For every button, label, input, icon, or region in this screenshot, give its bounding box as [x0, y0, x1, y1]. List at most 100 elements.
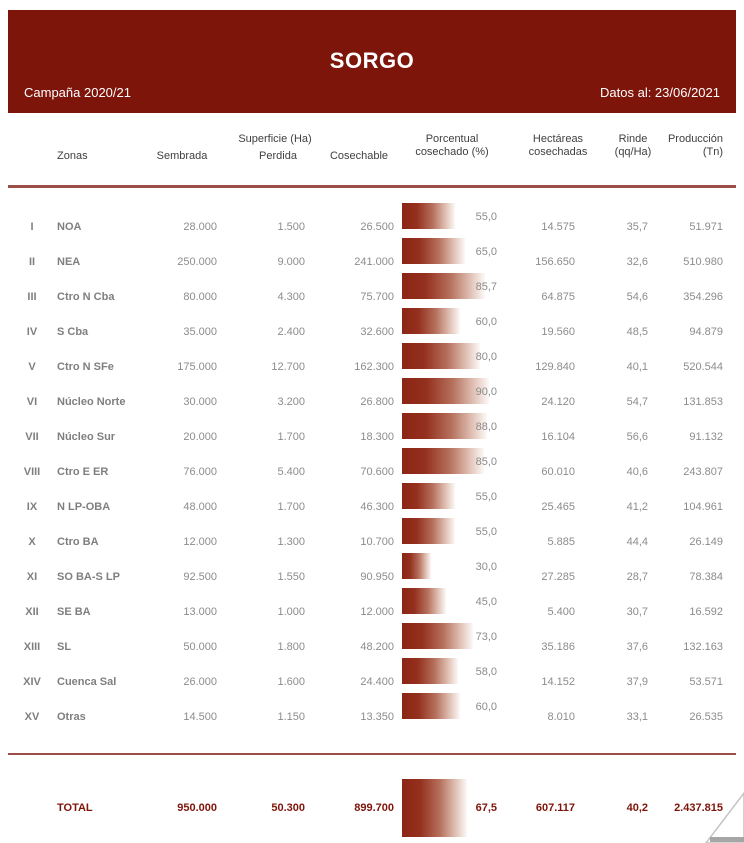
zone-numeral: VI — [26, 396, 38, 408]
hectareas-value: 19.560 — [541, 326, 575, 338]
cosechable-value: 75.700 — [360, 291, 394, 303]
perdida-value: 1.800 — [277, 641, 305, 653]
rinde-value: 48,5 — [626, 326, 648, 338]
produccion-value: 94.879 — [689, 326, 723, 338]
data-date-label: Datos al: 23/06/2021 — [600, 85, 720, 100]
cosechable-value: 24.400 — [360, 676, 394, 688]
pct-harvested-value: 65,0 — [475, 246, 497, 258]
zone-row: XI SO BA-S LP 92.500 1.550 90.950 30,0 2… — [0, 550, 744, 585]
perdida-value: 1.150 — [277, 711, 305, 723]
total-hectareas-value: 607.117 — [535, 802, 575, 814]
rinde-value: 40,6 — [626, 466, 648, 478]
pct-harvested-value: 55,0 — [475, 526, 497, 538]
zone-row: XII SE BA 13.000 1.000 12.000 45,0 5.400… — [0, 585, 744, 620]
rinde-value: 37,6 — [626, 641, 648, 653]
sembrada-value: 50.000 — [183, 641, 217, 653]
perdida-value: 5.400 — [277, 466, 305, 478]
zone-name: Ctro E ER — [57, 466, 109, 478]
total-pct-value: 67,5 — [475, 802, 497, 814]
zone-numeral: IV — [26, 326, 38, 338]
sembrada-value: 20.000 — [183, 431, 217, 443]
zone-numeral: V — [28, 361, 36, 373]
rinde-value: 30,7 — [626, 606, 648, 618]
col-header-zonas: Zonas — [57, 150, 88, 162]
cosechable-value: 10.700 — [360, 536, 394, 548]
zone-name: SE BA — [57, 606, 91, 618]
hectareas-value: 14.152 — [541, 676, 575, 688]
hectareas-value: 16.104 — [541, 431, 575, 443]
zone-name: Ctro BA — [57, 536, 99, 548]
total-sembrada-value: 950.000 — [177, 802, 217, 814]
rinde-value: 32,6 — [626, 256, 648, 268]
harvest-progress-bar — [402, 553, 432, 579]
page-corner-decoration — [705, 791, 744, 843]
hectareas-value: 27.285 — [541, 571, 575, 583]
harvest-progress-bar — [402, 623, 473, 649]
col-header-cosechable: Cosechable — [329, 150, 389, 162]
hectareas-value: 35.186 — [541, 641, 575, 653]
zone-name: Núcleo Sur — [57, 431, 116, 443]
produccion-value: 53.571 — [689, 676, 723, 688]
total-row: TOTAL 950.000 50.300 899.700 67,5 607.11… — [0, 779, 744, 839]
cosechable-value: 90.950 — [360, 571, 394, 583]
rinde-value: 35,7 — [626, 221, 648, 233]
pct-harvested-value: 85,0 — [475, 456, 497, 468]
cosechable-value: 18.300 — [360, 431, 394, 443]
harvest-progress-bar — [402, 693, 461, 719]
rinde-value: 28,7 — [626, 571, 648, 583]
sembrada-value: 26.000 — [183, 676, 217, 688]
zone-numeral: VII — [25, 431, 39, 443]
zone-row: II NEA 250.000 9.000 241.000 65,0 156.65… — [0, 235, 744, 270]
perdida-value: 9.000 — [277, 256, 305, 268]
perdida-value: 1.700 — [277, 431, 305, 443]
pct-harvested-value: 60,0 — [475, 316, 497, 328]
produccion-value: 16.592 — [689, 606, 723, 618]
sembrada-value: 175.000 — [177, 361, 217, 373]
produccion-value: 520.544 — [683, 361, 723, 373]
zone-name: Ctro N Cba — [57, 291, 115, 303]
cosechable-value: 70.600 — [360, 466, 394, 478]
perdida-value: 1.500 — [277, 221, 305, 233]
zone-name: S Cba — [57, 326, 89, 338]
sembrada-value: 12.000 — [183, 536, 217, 548]
total-cosechable-value: 899.700 — [354, 802, 394, 814]
rinde-value: 40,1 — [626, 361, 648, 373]
harvest-progress-bar — [402, 518, 456, 544]
rinde-value: 54,7 — [626, 396, 648, 408]
zone-name: SL — [57, 641, 72, 653]
produccion-value: 131.853 — [683, 396, 723, 408]
total-perdida-value: 50.300 — [271, 802, 305, 814]
hectareas-value: 64.875 — [541, 291, 575, 303]
zone-numeral: XIV — [23, 676, 41, 688]
cosechable-value: 162.300 — [354, 361, 394, 373]
zone-row: V Ctro N SFe 175.000 12.700 162.300 80,0… — [0, 340, 744, 375]
pct-harvested-value: 73,0 — [475, 631, 497, 643]
zone-row: XV Otras 14.500 1.150 13.350 60,0 8.010 … — [0, 690, 744, 725]
perdida-value: 2.400 — [277, 326, 305, 338]
pct-harvested-value: 58,0 — [475, 666, 497, 678]
sembrada-value: 76.000 — [183, 466, 217, 478]
zone-row: IX N LP-OBA 48.000 1.700 46.300 55,0 25.… — [0, 480, 744, 515]
campaign-label: Campaña 2020/21 — [24, 85, 131, 100]
total-harvest-bar — [402, 779, 468, 837]
zone-row: I NOA 28.000 1.500 26.500 55,0 14.575 35… — [0, 200, 744, 235]
zone-row: VII Núcleo Sur 20.000 1.700 18.300 88,0 … — [0, 410, 744, 445]
zone-row: VIII Ctro E ER 76.000 5.400 70.600 85,0 … — [0, 445, 744, 480]
pct-harvested-value: 45,0 — [475, 596, 497, 608]
hectareas-value: 14.575 — [541, 221, 575, 233]
zone-row: IV S Cba 35.000 2.400 32.600 60,0 19.560… — [0, 305, 744, 340]
col-header-porcentual: Porcentual cosechado (%) — [415, 133, 489, 158]
col-header-produccion: Producción (Tn) — [667, 133, 723, 158]
zone-row: VI Núcleo Norte 30.000 3.200 26.800 90,0… — [0, 375, 744, 410]
zone-numeral: X — [28, 536, 36, 548]
produccion-value: 104.961 — [683, 501, 723, 513]
harvest-progress-bar — [402, 273, 486, 299]
cosechable-value: 46.300 — [360, 501, 394, 513]
zone-name: Ctro N SFe — [57, 361, 114, 373]
zone-row: III Ctro N Cba 80.000 4.300 75.700 85,7 … — [0, 270, 744, 305]
produccion-value: 78.384 — [689, 571, 723, 583]
rinde-value: 37,9 — [626, 676, 648, 688]
total-label: TOTAL — [57, 802, 93, 814]
harvest-progress-bar — [402, 588, 446, 614]
harvest-progress-bar — [402, 238, 466, 264]
